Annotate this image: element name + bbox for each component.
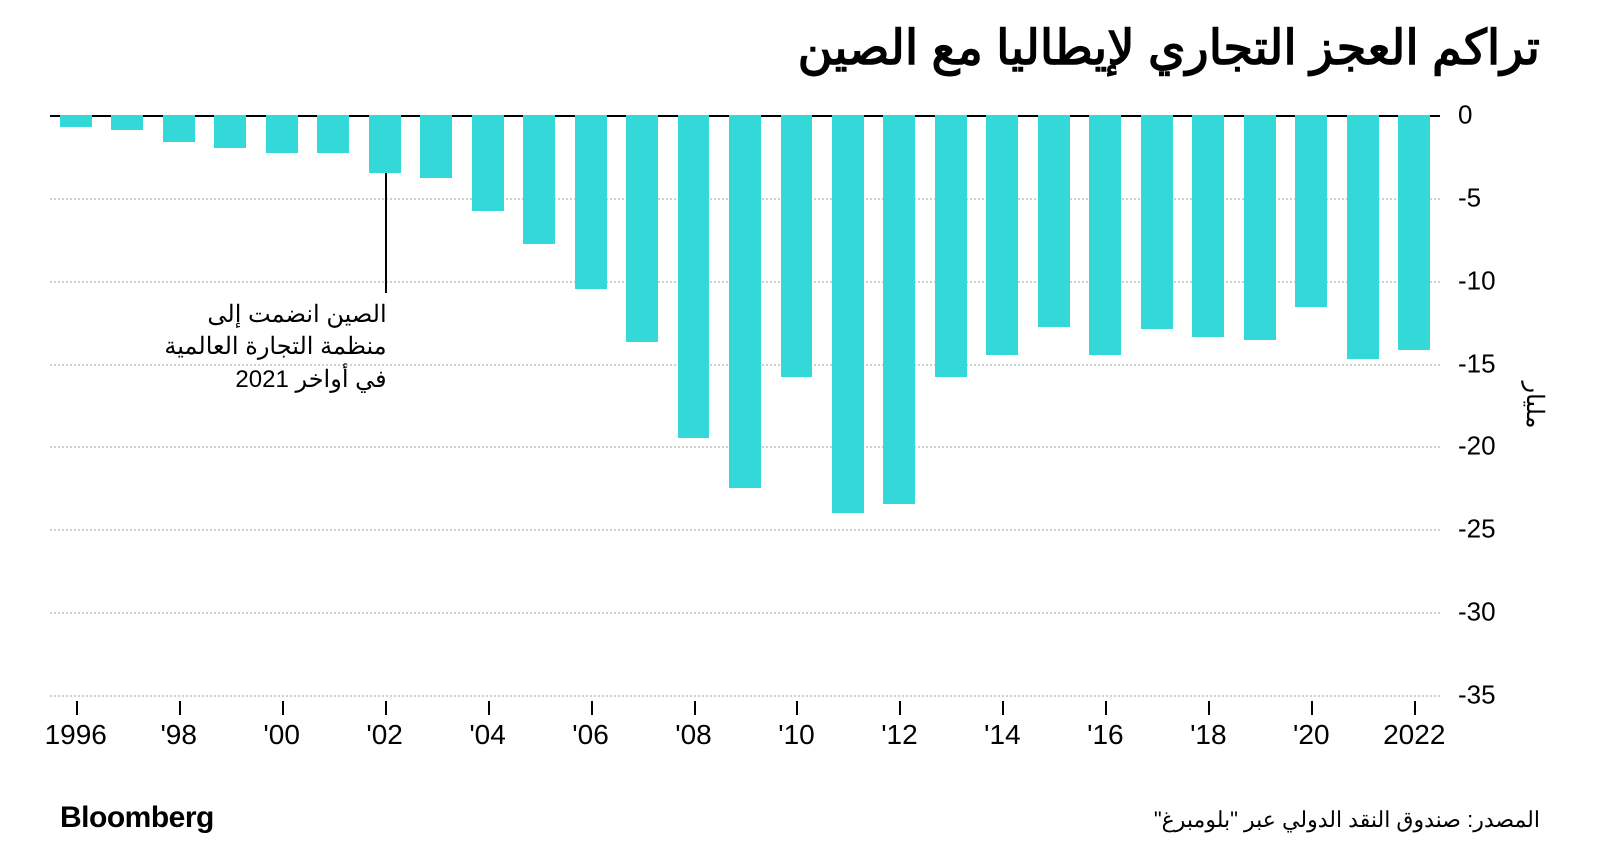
x-tick-label: 2022 xyxy=(1383,719,1445,751)
bar xyxy=(1347,115,1379,359)
x-tick-label: '00 xyxy=(263,719,300,751)
bar xyxy=(626,115,658,342)
x-tick-label: '08 xyxy=(675,719,712,751)
bar xyxy=(986,115,1018,355)
bar xyxy=(678,115,710,438)
gridline xyxy=(50,695,1440,697)
bar xyxy=(1398,115,1430,350)
plot-area: الصين انضمت إلىمنظمة التجارة العالميةفي … xyxy=(50,115,1440,695)
bar xyxy=(832,115,864,513)
y-tick-label: 0 xyxy=(1458,100,1472,131)
source-label: المصدر: صندوق النقد الدولي عبر "بلومبرغ" xyxy=(1154,807,1540,833)
x-tick-label: '14 xyxy=(984,719,1021,751)
bar xyxy=(1192,115,1224,337)
brand-label: Bloomberg xyxy=(60,801,214,835)
y-tick-label: 20- xyxy=(1458,431,1496,462)
bar xyxy=(1038,115,1070,327)
x-tick-label: '98 xyxy=(160,719,197,751)
y-tick-label: 10- xyxy=(1458,265,1496,296)
x-tick xyxy=(1414,701,1416,715)
bar xyxy=(883,115,915,504)
x-tick xyxy=(1311,701,1313,715)
y-tick-label: 35- xyxy=(1458,680,1496,711)
bar xyxy=(369,115,401,173)
x-tick xyxy=(1208,701,1210,715)
x-tick-label: '16 xyxy=(1087,719,1124,751)
x-tick-label: '10 xyxy=(778,719,815,751)
bar xyxy=(60,115,92,127)
y-axis-title: مليار xyxy=(1520,382,1548,429)
x-tick xyxy=(1002,701,1004,715)
x-tick-label: '12 xyxy=(881,719,918,751)
chart-container: الصين انضمت إلىمنظمة التجارة العالميةفي … xyxy=(50,115,1550,745)
x-tick xyxy=(591,701,593,715)
x-tick-label: '06 xyxy=(572,719,609,751)
bar xyxy=(163,115,195,142)
bar xyxy=(935,115,967,377)
x-tick xyxy=(488,701,490,715)
x-tick-label: 1996 xyxy=(45,719,107,751)
x-tick-label: '18 xyxy=(1190,719,1227,751)
x-tick-label: '20 xyxy=(1293,719,1330,751)
x-tick-label: '04 xyxy=(469,719,506,751)
bar xyxy=(111,115,143,130)
bar xyxy=(1295,115,1327,307)
bar xyxy=(214,115,246,148)
gridline xyxy=(50,612,1440,614)
x-tick xyxy=(796,701,798,715)
x-tick xyxy=(76,701,78,715)
bar xyxy=(472,115,504,211)
annotation-text: الصين انضمت إلىمنظمة التجارة العالميةفي … xyxy=(127,299,387,396)
x-tick-label: '02 xyxy=(366,719,403,751)
bar xyxy=(420,115,452,178)
x-tick xyxy=(899,701,901,715)
x-tick xyxy=(1105,701,1107,715)
bar xyxy=(266,115,298,153)
bar xyxy=(729,115,761,488)
bar xyxy=(1244,115,1276,340)
annotation-leader xyxy=(385,173,387,293)
bar xyxy=(781,115,813,377)
bar xyxy=(523,115,555,244)
bar xyxy=(1141,115,1173,329)
chart-title: تراكم العجز التجاري لإيطاليا مع الصين xyxy=(798,20,1540,76)
x-tick xyxy=(282,701,284,715)
y-tick-label: 15- xyxy=(1458,348,1496,379)
bar xyxy=(1089,115,1121,355)
x-tick xyxy=(385,701,387,715)
y-tick-label: 30- xyxy=(1458,597,1496,628)
x-tick xyxy=(179,701,181,715)
y-tick-label: 5- xyxy=(1458,182,1481,213)
bar xyxy=(317,115,349,153)
x-tick xyxy=(694,701,696,715)
gridline xyxy=(50,529,1440,531)
bar xyxy=(575,115,607,289)
y-tick-label: 25- xyxy=(1458,514,1496,545)
